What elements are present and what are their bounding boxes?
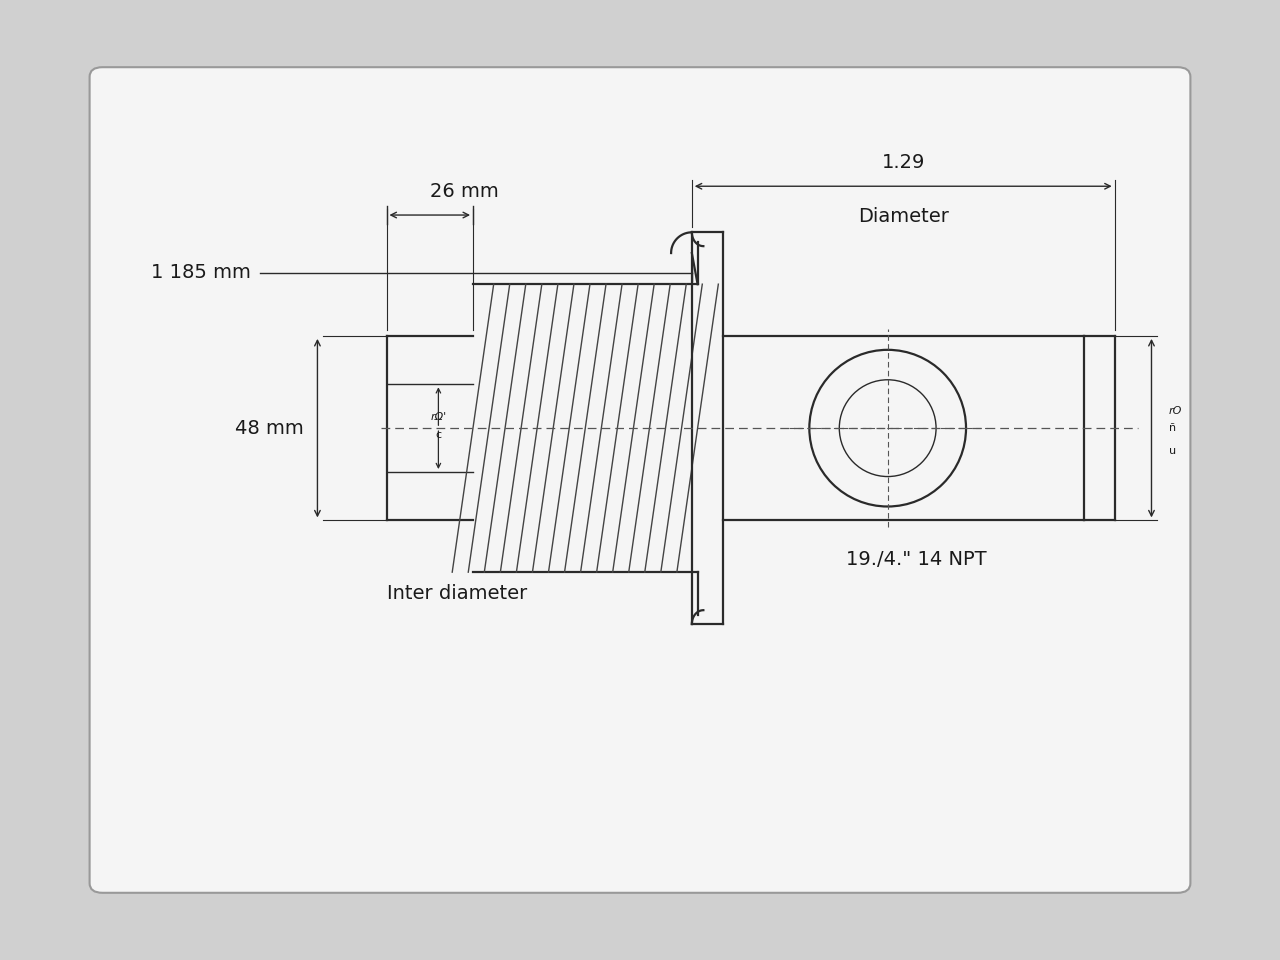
Text: Diameter: Diameter bbox=[858, 207, 948, 226]
Text: 1 185 mm: 1 185 mm bbox=[151, 263, 251, 282]
Text: 1.29: 1.29 bbox=[882, 154, 925, 173]
Text: ñ: ñ bbox=[1169, 423, 1176, 433]
Text: rΩ': rΩ' bbox=[430, 413, 447, 422]
Text: Inter diameter: Inter diameter bbox=[387, 584, 527, 603]
Text: rO: rO bbox=[1169, 406, 1183, 416]
Text: 19./4." 14 NPT: 19./4." 14 NPT bbox=[846, 550, 987, 569]
Text: c: c bbox=[435, 430, 442, 441]
Text: u: u bbox=[1169, 446, 1176, 456]
Text: 48 mm: 48 mm bbox=[234, 419, 303, 438]
Text: 26 mm: 26 mm bbox=[430, 182, 499, 202]
